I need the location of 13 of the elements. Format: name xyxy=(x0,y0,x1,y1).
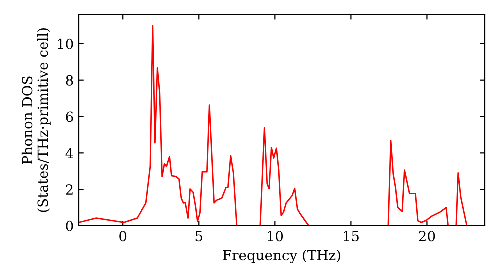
y-tick-label: 10 xyxy=(58,38,74,50)
y-axis-title: Phonon DOS (States/THz·primitive cell) xyxy=(22,28,51,212)
y-tick-label: 2 xyxy=(66,184,73,195)
y-tick-label: 0 xyxy=(66,220,74,232)
x-tick-label: 20 xyxy=(419,231,436,242)
x-tick-label: 10 xyxy=(268,231,284,242)
x-tick-label: 5 xyxy=(196,231,202,242)
y-tick-label: 4 xyxy=(66,148,74,158)
x-tick-label: 0 xyxy=(120,231,127,242)
y-tick-label: 6 xyxy=(66,112,74,122)
x-axis-title: Frequency (THz) xyxy=(223,250,340,264)
y-tick-label: 8 xyxy=(66,75,74,86)
x-tick-label: 15 xyxy=(344,231,359,242)
